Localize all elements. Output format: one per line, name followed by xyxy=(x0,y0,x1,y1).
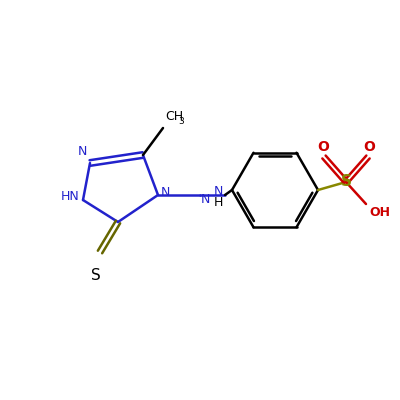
Text: O: O xyxy=(363,140,375,154)
Text: S: S xyxy=(340,174,352,190)
Text: 3: 3 xyxy=(178,117,184,126)
Text: N: N xyxy=(201,193,210,206)
Text: N: N xyxy=(161,186,170,200)
Text: CH: CH xyxy=(165,110,183,123)
Text: HN: HN xyxy=(60,190,79,204)
Text: H: H xyxy=(214,196,223,209)
Text: N: N xyxy=(214,185,223,198)
Text: O: O xyxy=(317,140,329,154)
Text: N: N xyxy=(78,145,87,158)
Text: OH: OH xyxy=(369,206,390,219)
Text: S: S xyxy=(91,268,101,283)
